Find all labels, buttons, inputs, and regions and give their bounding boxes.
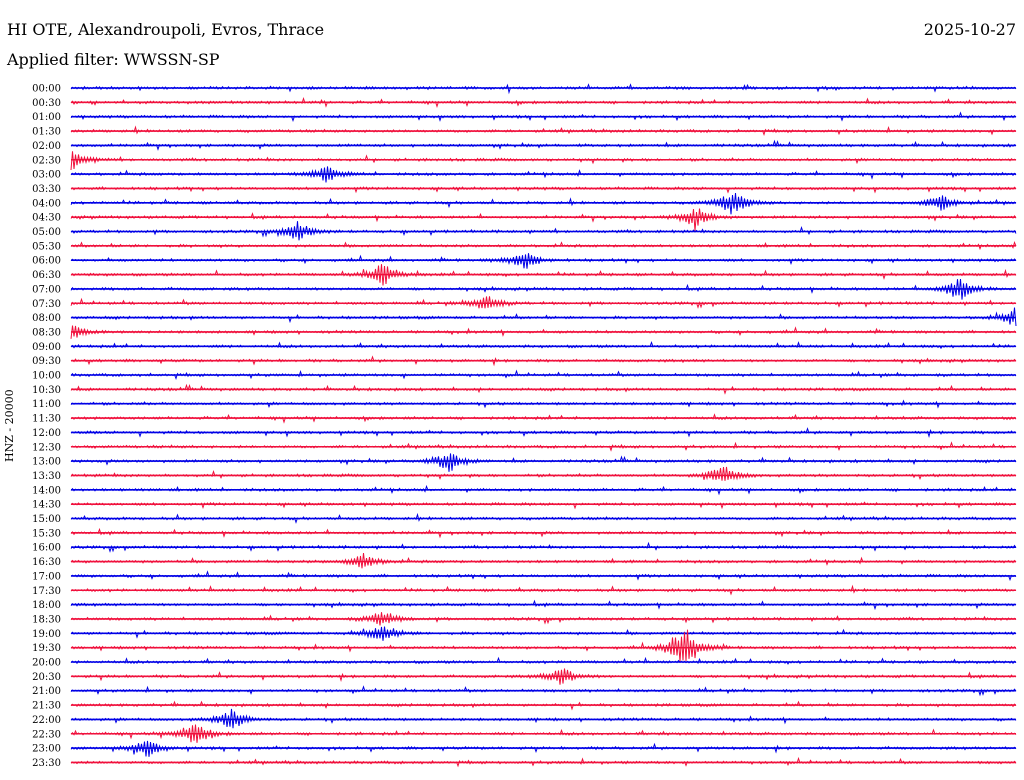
row-time-label: 14:30	[32, 500, 61, 511]
row-time-label: 19:30	[32, 643, 61, 654]
row-time-label: 00:00	[32, 84, 61, 95]
station-title: HI OTE, Alexandroupoli, Evros, Thrace	[7, 20, 325, 39]
row-time-label: 14:00	[32, 485, 61, 496]
row-time-label: 11:30	[32, 414, 61, 425]
row-time-label: 22:30	[32, 729, 61, 740]
row-time-label: 18:30	[32, 614, 61, 625]
row-time-label: 18:00	[32, 600, 61, 611]
row-time-label: 23:30	[32, 758, 61, 769]
trace-0400	[70, 193, 1017, 215]
row-time-label: 04:00	[32, 198, 61, 209]
trace-0730	[70, 296, 1017, 309]
trace-0230	[70, 151, 1017, 171]
row-time-label: 13:00	[32, 457, 61, 468]
row-time-label: 09:00	[32, 342, 61, 353]
row-time-label: 19:00	[32, 629, 61, 640]
row-time-label: 02:30	[32, 155, 61, 166]
row-time-label: 15:30	[32, 528, 61, 539]
row-time-label: 21:00	[32, 686, 61, 697]
trace-2000	[70, 656, 1017, 665]
row-time-label: 01:30	[32, 127, 61, 138]
row-time-label: 02:00	[32, 141, 61, 152]
trace-0430	[70, 208, 1017, 232]
row-time-label: 07:30	[32, 299, 61, 310]
row-time-label: 16:00	[32, 543, 61, 554]
row-time-label: 13:30	[32, 471, 61, 482]
row-time-label: 03:00	[32, 170, 61, 181]
row-time-label: 20:30	[32, 672, 61, 683]
row-time-label: 00:30	[32, 98, 61, 109]
trace-1900	[70, 626, 1017, 641]
row-time-label: 10:00	[32, 371, 61, 382]
trace-1630	[70, 552, 1017, 569]
row-time-label: 08:30	[32, 327, 61, 338]
row-time-label: 17:30	[32, 586, 61, 597]
trace-0800	[70, 307, 1017, 327]
trace-2230	[70, 724, 1017, 743]
row-time-label: 05:30	[32, 241, 61, 252]
row-time-label: 01:00	[32, 112, 61, 123]
row-time-label: 11:00	[32, 399, 61, 410]
row-time-label: 23:00	[32, 744, 61, 755]
row-time-label: 03:30	[32, 184, 61, 195]
row-time-label: 22:00	[32, 715, 61, 726]
row-time-label: 12:00	[32, 428, 61, 439]
row-time-label: 12:30	[32, 442, 61, 453]
row-time-label: 06:00	[32, 256, 61, 267]
trace-2200	[70, 708, 1017, 729]
row-time-label: 09:30	[32, 356, 61, 367]
row-time-label: 20:00	[32, 658, 61, 669]
row-time-label: 10:30	[32, 385, 61, 396]
trace-1300	[70, 453, 1017, 472]
row-time-label: 06:30	[32, 270, 61, 281]
filter-label: Applied filter: WWSSN-SP	[7, 50, 220, 69]
trace-1100	[70, 399, 1017, 409]
trace-0900	[70, 341, 1017, 350]
row-time-label: 04:30	[32, 213, 61, 224]
date-label: 2025-10-27	[923, 20, 1016, 39]
trace-0500	[70, 221, 1017, 241]
row-time-label: 15:00	[32, 514, 61, 525]
row-time-label: 05:00	[32, 227, 61, 238]
row-time-label: 21:30	[32, 701, 61, 712]
row-time-label: 08:00	[32, 313, 61, 324]
trace-1430	[70, 501, 1017, 510]
row-time-label: 17:00	[32, 571, 61, 582]
row-time-label: 07:00	[32, 284, 61, 295]
trace-1930	[70, 629, 1017, 662]
row-time-label: 16:30	[32, 557, 61, 568]
trace-1330	[70, 466, 1017, 481]
